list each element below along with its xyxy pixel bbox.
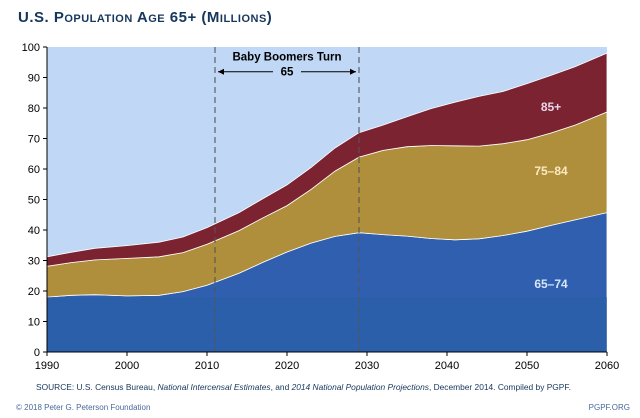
x-tick-label: 2030 [355,360,379,372]
x-tick-label: 2060 [595,360,619,372]
x-tick-label: 2000 [115,360,139,372]
y-tick-label: 60 [28,164,40,176]
source-italic-2: 2014 National Population Projections [291,382,429,392]
source-mid: , and [270,382,292,392]
y-tick-label: 80 [28,103,40,115]
y-tick-label: 30 [28,256,40,268]
arrow-left-head [218,68,224,75]
site-link[interactable]: PGPF.ORG [588,403,630,412]
y-tick-label: 50 [28,195,40,207]
y-tick-label: 20 [28,286,40,298]
lower-band-overlay [47,297,607,352]
x-tick-label: 2020 [275,360,299,372]
source-italic-1: National Intercensal Estimates [157,382,271,392]
copyright: © 2018 Peter G. Peterson Foundation [16,403,151,412]
chart-title: U.S. Population Age 65+ (Millions) [18,9,273,26]
y-tick-label: 10 [28,317,40,329]
x-tick-label: 2010 [195,360,219,372]
y-tick-label: 70 [28,134,40,146]
y-tick-label: 40 [28,225,40,237]
annotation-line-2: 65 [281,67,294,79]
source-note: SOURCE: U.S. Census Bureau, National Int… [36,382,571,392]
x-tick-label: 2040 [435,360,459,372]
x-tick-label: 1990 [35,360,59,372]
area-series-85plus [46,52,608,267]
y-tick-label: 90 [28,73,40,85]
y-tick-label: 0 [34,347,40,359]
y-tick-label: 100 [22,42,40,54]
annotation-line-1: Baby Boomers Turn [232,52,341,64]
x-tick-label: 2050 [515,360,539,372]
arrow-right-head [350,68,356,75]
source-prefix: SOURCE: U.S. Census Bureau, [36,382,158,392]
source-suffix: , December 2014. Compiled by PGPF. [428,382,571,392]
series-label-75-84: 75–84 [534,164,568,178]
series-label-65-74: 65–74 [534,277,568,291]
series-label-85plus: 85+ [541,100,561,114]
